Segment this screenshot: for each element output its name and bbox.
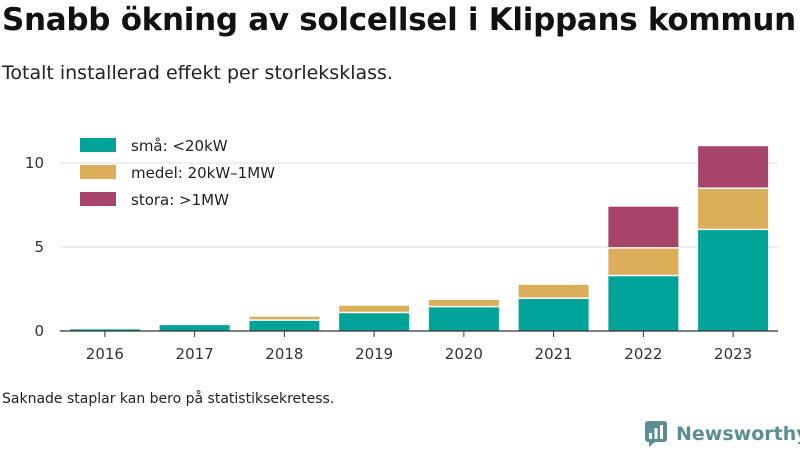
x-tick-label: 2018 [265, 345, 303, 363]
y-tick-label: 0 [34, 322, 44, 340]
newsworthy-logo-icon [645, 421, 667, 447]
x-tick-label: 2017 [176, 345, 214, 363]
bars [69, 146, 769, 331]
bar-segment [428, 306, 499, 331]
x-tick-label: 2016 [86, 345, 124, 363]
bar-segment [339, 305, 410, 313]
bar-segment [608, 275, 679, 331]
bar-segment [69, 329, 140, 331]
legend-label: medel: 20kW–1MW [131, 164, 275, 182]
legend: små: <20kW medel: 20kW–1MW stora: >1MW [80, 137, 275, 209]
y-tick-label: 10 [25, 154, 44, 172]
legend-label: stora: >1MW [131, 191, 229, 209]
legend-label: små: <20kW [131, 137, 228, 155]
legend-swatch [80, 192, 116, 206]
bar-segment [608, 206, 679, 248]
x-tick-label: 2021 [535, 345, 573, 363]
footnote: Saknade staplar kan bero på statistiksek… [2, 391, 335, 407]
bar-segment [608, 247, 679, 276]
legend-swatch [80, 165, 116, 179]
bar-segment [249, 320, 320, 331]
y-tick-label: 5 [34, 238, 44, 256]
chart-subtitle: Totalt installerad effekt per storlekskl… [2, 62, 393, 84]
brand-name: Newsworthy [676, 423, 800, 445]
legend-swatch [80, 138, 116, 152]
stacked-bar-chart: 0 5 10 2016 2017 2018 2019 2020 2021 2022 2023 små… [25, 137, 778, 363]
bar-segment [698, 188, 769, 230]
bar-segment [698, 229, 769, 331]
axes: 0 5 10 2016 2017 2018 2019 2020 2021 2022 2023 [25, 154, 778, 363]
bar-segment [159, 325, 230, 331]
chart-title: Snabb ökning av solcellsel i Klippans ko… [2, 2, 796, 38]
bar-segment [339, 312, 410, 331]
x-tick-label: 2023 [714, 345, 752, 363]
bar-segment [428, 299, 499, 307]
bar-segment [518, 284, 589, 299]
x-tick-label: 2022 [624, 345, 662, 363]
bar-segment [698, 146, 769, 189]
brand-logo: Newsworthy [644, 420, 800, 448]
bar-segment [249, 316, 320, 321]
x-tick-label: 2019 [355, 345, 393, 363]
bar-segment [518, 298, 589, 331]
x-tick-label: 2020 [445, 345, 483, 363]
